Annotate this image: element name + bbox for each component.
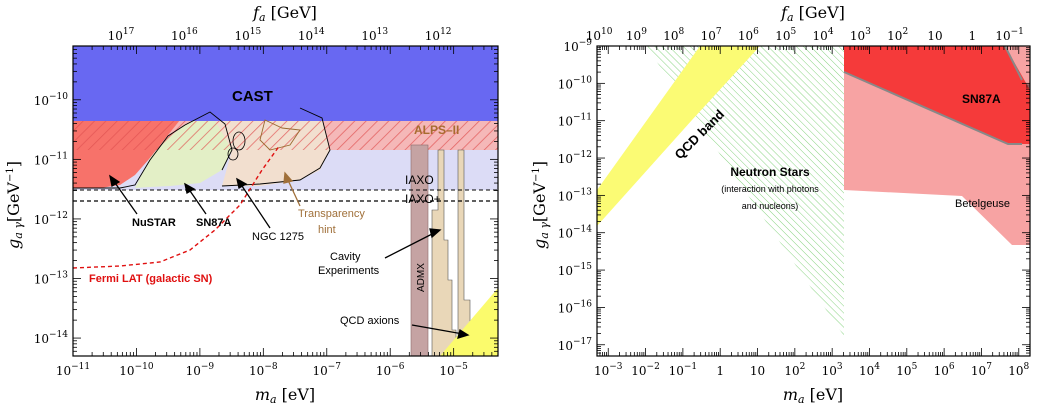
y-tick-label: 10−16 <box>558 299 593 315</box>
alps-label: ALPS–II <box>414 123 459 137</box>
sn87a-label: SN87A <box>196 217 232 229</box>
top-tick-label: 107 <box>701 27 722 43</box>
neutron-stars-sub1: (interaction with photons <box>721 184 819 194</box>
top-tick-label: 1015 <box>234 27 261 43</box>
experiments-label: Experiments <box>318 265 380 277</box>
x-tick-label: 10−11 <box>56 362 90 378</box>
nustar-label: NuSTAR <box>132 217 176 229</box>
ngc1275-label: NGC 1275 <box>252 231 304 243</box>
top-tick-label: 1013 <box>361 27 388 43</box>
right-top-xlabel: fa [GeV] <box>780 3 845 24</box>
y-tick-label: 10−11 <box>558 113 592 129</box>
annotation-arrows <box>109 174 470 339</box>
right-axes: 10−3 10−2 10−1 1 10 102 103 104 105 106 107 10810−1… <box>558 27 1031 378</box>
neutron-stars-label: Neutron Stars <box>730 165 810 179</box>
x-tick-label: 102 <box>784 362 805 378</box>
x-tick-label: 107 <box>971 362 992 378</box>
y-tick-label: 10−11 <box>34 151 68 167</box>
iaxo-plus-label: IAXO+ <box>405 192 441 206</box>
top-tick-label: 1010 <box>586 27 613 43</box>
x-tick-label: 10−2 <box>631 362 660 378</box>
right-xlabel: ma [eV] <box>783 385 843 406</box>
x-tick-label: 1 <box>716 364 724 378</box>
top-tick-label: 102 <box>887 27 908 43</box>
betelgeuse-label: Betelgeuse <box>955 198 1010 210</box>
left-panel: CAST ALPS–II IAXO IAXO+ NuSTAR SN87A NGC… <box>4 3 499 406</box>
y-tick-label: 10−15 <box>558 262 593 278</box>
y-tick-label: 10−13 <box>34 271 69 287</box>
qcd-axions-label: QCD axions <box>340 315 400 327</box>
x-tick-label: 10−1 <box>669 362 698 378</box>
y-tick-label: 10−12 <box>34 211 68 227</box>
qcd-axions-region <box>440 288 498 356</box>
top-tick-label: 10 <box>927 29 942 43</box>
y-tick-label: 10−10 <box>34 92 69 108</box>
top-tick-label: 1017 <box>108 27 135 43</box>
qcd-band-region <box>597 46 760 226</box>
admx-band <box>410 144 429 356</box>
x-tick-label: 10−7 <box>312 362 341 378</box>
x-tick-label: 105 <box>896 362 917 378</box>
x-tick-label: 108 <box>1008 362 1029 378</box>
y-tick-label: 10−10 <box>558 75 593 91</box>
sn87a-right-label: SN87A <box>962 92 1001 106</box>
cast-label: CAST <box>232 88 273 105</box>
admx-label: ADMX <box>416 263 427 292</box>
top-tick-label: 1014 <box>298 27 325 43</box>
x-tick-label: 10−3 <box>594 362 623 378</box>
x-tick-label: 10−5 <box>439 362 468 378</box>
cavity-label: Cavity <box>330 251 361 263</box>
y-tick-label: 10−12 <box>558 150 592 166</box>
x-tick-label: 10−8 <box>249 362 278 378</box>
top-tick-label: 106 <box>738 27 759 43</box>
x-tick-label: 104 <box>859 362 880 378</box>
y-tick-label: 10−17 <box>558 337 593 353</box>
top-tick-label: 10−1 <box>995 27 1024 43</box>
x-tick-label: 10 <box>750 364 765 378</box>
left-xlabel: ma [eV] <box>255 385 315 406</box>
left-ylabel: ga γ[GeV−1] <box>4 161 25 249</box>
left-axes: 10−11 10−10 10−9 10−8 10−7 10−6 10−5 10−14 10−13… <box>34 27 499 378</box>
x-tick-label: 10−10 <box>119 362 154 378</box>
top-tick-label: 1012 <box>425 27 452 43</box>
top-tick-label: 109 <box>626 27 647 43</box>
transparency-label: Transparency <box>298 208 365 220</box>
x-tick-label: 103 <box>822 362 843 378</box>
iaxo-label: IAXO <box>405 173 434 187</box>
y-tick-label: 10−13 <box>558 187 593 203</box>
top-tick-label: 108 <box>663 27 684 43</box>
sn87a-right-region <box>844 46 1030 144</box>
fermi-lat-line <box>73 144 281 269</box>
y-tick-label: 10−14 <box>558 225 593 241</box>
top-tick-label: 105 <box>775 27 796 43</box>
x-tick-label: 106 <box>934 362 955 378</box>
top-tick-label: 1016 <box>171 27 198 43</box>
top-tick-label: 1 <box>969 29 977 43</box>
fermi-label: Fermi LAT (galactic SN) <box>89 273 213 285</box>
hint-label: hint <box>318 224 336 236</box>
right-panel: QCD band Neutron Stars (interaction with… <box>530 3 1031 406</box>
y-tick-label: 10−14 <box>34 330 69 346</box>
top-tick-label: 104 <box>813 27 834 43</box>
x-tick-label: 10−6 <box>376 362 405 378</box>
right-ylabel: ga γ[GeV−1] <box>530 161 551 249</box>
cast-region <box>73 46 498 121</box>
neutron-stars-sub2: and nucleons) <box>742 201 799 211</box>
left-top-xlabel: fa [GeV] <box>252 3 317 24</box>
neutron-stars-region <box>646 46 844 336</box>
y-tick-label: 10−9 <box>563 38 592 54</box>
top-tick-label: 103 <box>850 27 871 43</box>
x-tick-label: 10−9 <box>186 362 215 378</box>
transparency-arrow <box>283 171 301 207</box>
